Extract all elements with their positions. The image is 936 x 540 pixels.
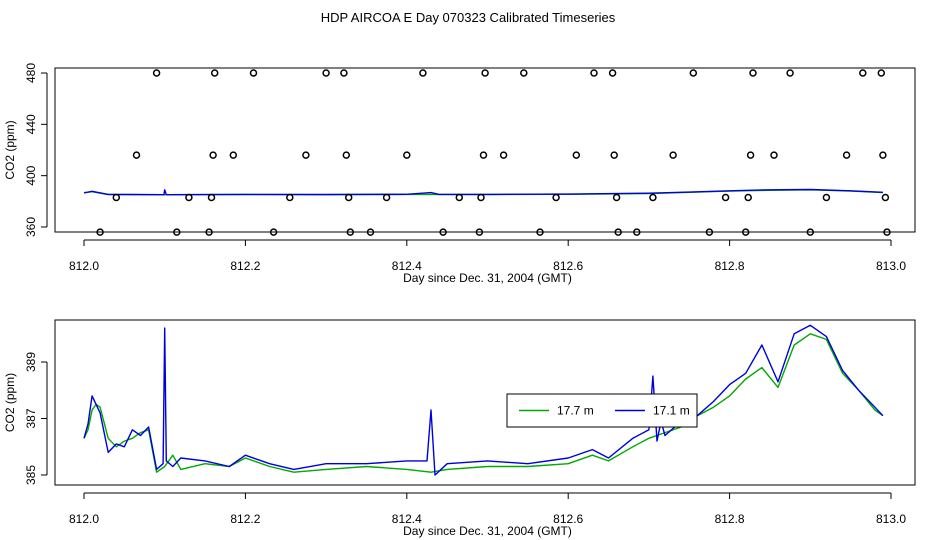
data-point [340, 69, 348, 77]
plot-frame [54, 319, 916, 486]
data-point [689, 69, 698, 77]
data-point [633, 228, 641, 236]
data-point [520, 69, 528, 77]
data-point [612, 193, 621, 202]
data-point [249, 69, 258, 77]
data-point [552, 193, 560, 202]
data-point [185, 193, 193, 202]
x-tick-label: 812.0 [69, 259, 99, 273]
data-point [112, 193, 121, 202]
y-axis-label: CO2 (ppm) [3, 373, 17, 432]
data-point [403, 151, 411, 159]
data-point [499, 151, 508, 159]
data-point [455, 193, 464, 202]
data-point [608, 69, 617, 77]
data-point [475, 228, 484, 236]
y-tick-label: 387 [24, 408, 38, 428]
figure-title: HDP AIRCOA E Day 070323 Calibrated Times… [321, 10, 616, 25]
data-point [152, 69, 161, 77]
data-point [649, 193, 657, 202]
data-point [229, 151, 238, 159]
series-line-2 [83, 324, 884, 476]
x-tick-label: 812.0 [69, 512, 99, 526]
x-axis-label: Day since Dec. 31, 2004 (GMT) [403, 524, 572, 538]
data-point [786, 69, 794, 77]
data-point [859, 69, 867, 77]
data-point [572, 151, 581, 159]
data-point [746, 151, 755, 159]
legend-label: 17.1 m [653, 404, 690, 418]
data-point [610, 151, 618, 159]
y-tick-label: 440 [24, 114, 38, 134]
data-point [477, 193, 485, 202]
data-point [770, 151, 778, 159]
data-point [439, 228, 447, 236]
data-point [590, 69, 598, 77]
data-point [536, 228, 544, 236]
data-point [209, 151, 217, 159]
legend-label: 17.7 m [557, 404, 594, 418]
data-point [210, 69, 219, 77]
x-tick-label: 812.4 [392, 512, 422, 526]
data-point [741, 228, 750, 236]
x-tick-label: 812.4 [392, 259, 422, 273]
data-point [669, 151, 677, 159]
data-point [286, 193, 294, 202]
data-point [806, 228, 815, 236]
plot-frame [54, 67, 916, 233]
data-point [705, 228, 714, 236]
series-line-2 [83, 188, 883, 196]
data-point [346, 228, 355, 236]
x-tick-label: 812.2 [230, 512, 260, 526]
x-tick-label: 812.6 [553, 512, 583, 526]
x-tick-label: 812.2 [230, 259, 260, 273]
data-point [382, 193, 391, 202]
x-tick-label: 813.0 [876, 512, 906, 526]
data-point [879, 151, 887, 159]
data-point [883, 228, 891, 236]
x-tick-label: 812.8 [715, 259, 745, 273]
series-line-1 [83, 333, 884, 473]
bottom-panel-line-chart: 812.0 812.2 812.4 812.6 812.8 813.0 Day since … [3, 319, 916, 538]
top-panel-scatter-chart: 812.0 812.2 812.4 812.6 812.8 813.0 Day since … [3, 63, 916, 285]
data-point [419, 69, 427, 77]
data-point [132, 151, 141, 159]
data-point [822, 193, 831, 202]
x-tick-label: 812.8 [715, 512, 745, 526]
data-point [479, 151, 488, 159]
data-point [322, 69, 330, 77]
data-point [842, 151, 851, 159]
data-point [269, 228, 278, 236]
data-point [881, 193, 890, 202]
data-point [96, 228, 104, 236]
data-point [205, 228, 213, 236]
data-point [749, 69, 757, 77]
y-axis-label: CO2 (ppm) [3, 120, 17, 179]
y-tick-label: 480 [24, 63, 38, 83]
y-tick-label: 400 [24, 165, 38, 185]
data-point [481, 69, 489, 77]
y-tick-label: 360 [24, 217, 38, 237]
data-point [366, 228, 375, 236]
data-point [173, 228, 181, 236]
x-tick-label: 812.6 [553, 259, 583, 273]
data-point [302, 151, 310, 159]
data-point [721, 193, 730, 202]
data-point [342, 151, 351, 159]
y-tick-label: 385 [24, 465, 38, 485]
x-axis-label: Day since Dec. 31, 2004 (GMT) [403, 271, 572, 285]
data-point [344, 193, 353, 202]
y-tick-label: 389 [24, 352, 38, 372]
x-tick-label: 813.0 [876, 259, 906, 273]
data-point [614, 228, 622, 236]
data-point [207, 193, 216, 202]
data-point [877, 69, 886, 77]
data-point [744, 193, 752, 202]
